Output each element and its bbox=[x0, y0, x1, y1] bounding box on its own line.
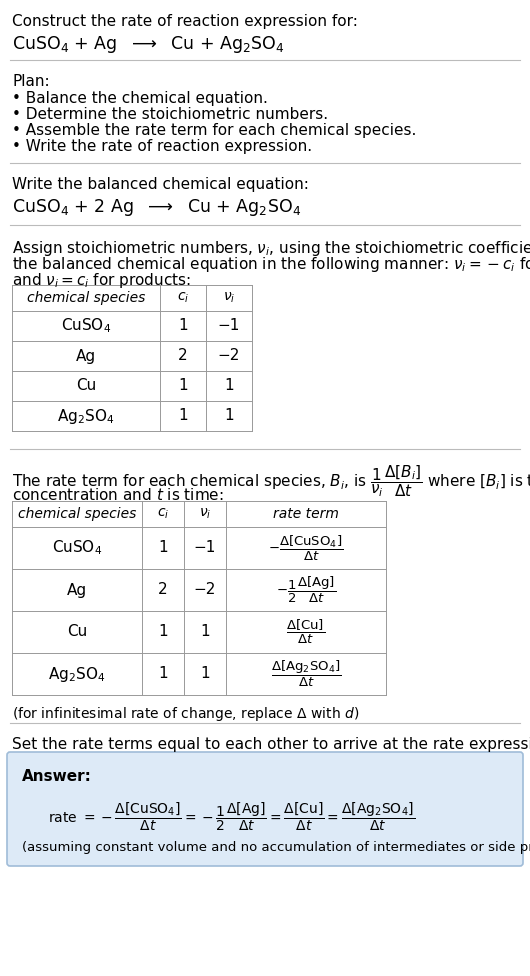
Text: 1: 1 bbox=[158, 667, 168, 681]
Text: Assign stoichiometric numbers, $\nu_i$, using the stoichiometric coefficients, $: Assign stoichiometric numbers, $\nu_i$, … bbox=[12, 239, 530, 258]
Text: Set the rate terms equal to each other to arrive at the rate expression:: Set the rate terms equal to each other t… bbox=[12, 737, 530, 752]
Text: $\dfrac{\Delta[\mathrm{Cu}]}{\Delta t}$: $\dfrac{\Delta[\mathrm{Cu}]}{\Delta t}$ bbox=[287, 618, 325, 646]
Text: CuSO$_4$ + Ag  $\longrightarrow$  Cu + Ag$_2$SO$_4$: CuSO$_4$ + Ag $\longrightarrow$ Cu + Ag$… bbox=[12, 34, 285, 55]
Text: 1: 1 bbox=[158, 625, 168, 639]
Text: $c_i$: $c_i$ bbox=[177, 291, 189, 305]
Text: • Balance the chemical equation.: • Balance the chemical equation. bbox=[12, 91, 268, 106]
Text: • Determine the stoichiometric numbers.: • Determine the stoichiometric numbers. bbox=[12, 107, 328, 122]
Text: 2: 2 bbox=[178, 348, 188, 363]
Text: rate term: rate term bbox=[273, 507, 339, 521]
Text: −1: −1 bbox=[194, 541, 216, 555]
Text: 1: 1 bbox=[178, 409, 188, 424]
Text: 1: 1 bbox=[224, 379, 234, 393]
Text: 1: 1 bbox=[224, 409, 234, 424]
Text: 2: 2 bbox=[158, 583, 168, 597]
Text: chemical species: chemical species bbox=[18, 507, 136, 521]
Text: $c_i$: $c_i$ bbox=[157, 507, 169, 521]
Text: $\nu_i$: $\nu_i$ bbox=[199, 507, 211, 521]
Text: The rate term for each chemical species, $B_i$, is $\dfrac{1}{\nu_i}\dfrac{\Delt: The rate term for each chemical species,… bbox=[12, 463, 530, 499]
Text: Ag: Ag bbox=[76, 348, 96, 363]
Text: Cu: Cu bbox=[67, 625, 87, 639]
Text: Ag: Ag bbox=[67, 583, 87, 597]
Text: 1: 1 bbox=[158, 541, 168, 555]
Text: rate $= -\dfrac{\Delta[\mathrm{CuSO_4}]}{\Delta t} = -\dfrac{1}{2}\dfrac{\Delta[: rate $= -\dfrac{\Delta[\mathrm{CuSO_4}]}… bbox=[48, 801, 415, 834]
Text: 1: 1 bbox=[200, 667, 210, 681]
Text: • Write the rate of reaction expression.: • Write the rate of reaction expression. bbox=[12, 139, 312, 154]
Text: CuSO$_4$: CuSO$_4$ bbox=[52, 539, 102, 557]
Text: $\dfrac{\Delta[\mathrm{Ag_2SO_4}]}{\Delta t}$: $\dfrac{\Delta[\mathrm{Ag_2SO_4}]}{\Delt… bbox=[271, 659, 341, 689]
Text: −2: −2 bbox=[194, 583, 216, 597]
FancyBboxPatch shape bbox=[7, 752, 523, 866]
Text: (for infinitesimal rate of change, replace $\Delta$ with $d$): (for infinitesimal rate of change, repla… bbox=[12, 705, 359, 723]
Text: CuSO$_4$: CuSO$_4$ bbox=[61, 316, 111, 336]
Text: 1: 1 bbox=[178, 318, 188, 334]
Text: 1: 1 bbox=[200, 625, 210, 639]
Text: chemical species: chemical species bbox=[27, 291, 145, 305]
Text: $\nu_i$: $\nu_i$ bbox=[223, 291, 235, 305]
Text: concentration and $t$ is time:: concentration and $t$ is time: bbox=[12, 487, 224, 503]
Text: $-\dfrac{\Delta[\mathrm{CuSO_4}]}{\Delta t}$: $-\dfrac{\Delta[\mathrm{CuSO_4}]}{\Delta… bbox=[268, 534, 343, 562]
Text: (assuming constant volume and no accumulation of intermediates or side products): (assuming constant volume and no accumul… bbox=[22, 841, 530, 854]
Text: $-\dfrac{1}{2}\dfrac{\Delta[\mathrm{Ag}]}{\Delta t}$: $-\dfrac{1}{2}\dfrac{\Delta[\mathrm{Ag}]… bbox=[276, 575, 336, 605]
Text: −1: −1 bbox=[218, 318, 240, 334]
Text: Write the balanced chemical equation:: Write the balanced chemical equation: bbox=[12, 177, 309, 192]
Text: Answer:: Answer: bbox=[22, 769, 92, 784]
Text: Ag$_2$SO$_4$: Ag$_2$SO$_4$ bbox=[48, 665, 105, 683]
Text: the balanced chemical equation in the following manner: $\nu_i = -c_i$ for react: the balanced chemical equation in the fo… bbox=[12, 255, 530, 274]
Text: Cu: Cu bbox=[76, 379, 96, 393]
Text: • Assemble the rate term for each chemical species.: • Assemble the rate term for each chemic… bbox=[12, 123, 417, 138]
Text: and $\nu_i = c_i$ for products:: and $\nu_i = c_i$ for products: bbox=[12, 271, 191, 290]
Text: −2: −2 bbox=[218, 348, 240, 363]
Text: CuSO$_4$ + 2 Ag  $\longrightarrow$  Cu + Ag$_2$SO$_4$: CuSO$_4$ + 2 Ag $\longrightarrow$ Cu + A… bbox=[12, 197, 301, 218]
Text: Ag$_2$SO$_4$: Ag$_2$SO$_4$ bbox=[57, 406, 114, 426]
Text: Construct the rate of reaction expression for:: Construct the rate of reaction expressio… bbox=[12, 14, 358, 29]
Text: Plan:: Plan: bbox=[12, 74, 50, 89]
Text: 1: 1 bbox=[178, 379, 188, 393]
